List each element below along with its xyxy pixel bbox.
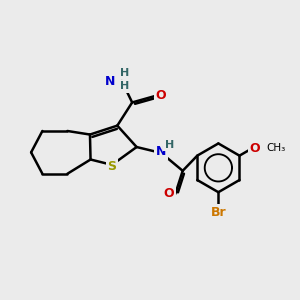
Text: Br: Br bbox=[211, 206, 226, 219]
Text: O: O bbox=[155, 89, 166, 102]
Text: N: N bbox=[105, 74, 115, 88]
Text: H: H bbox=[165, 140, 174, 150]
Text: H: H bbox=[120, 68, 129, 78]
Text: O: O bbox=[249, 142, 260, 155]
Text: O: O bbox=[164, 188, 174, 200]
Text: N: N bbox=[156, 145, 166, 158]
Text: S: S bbox=[107, 160, 116, 173]
Text: CH₃: CH₃ bbox=[266, 143, 285, 153]
Text: H: H bbox=[120, 81, 129, 92]
